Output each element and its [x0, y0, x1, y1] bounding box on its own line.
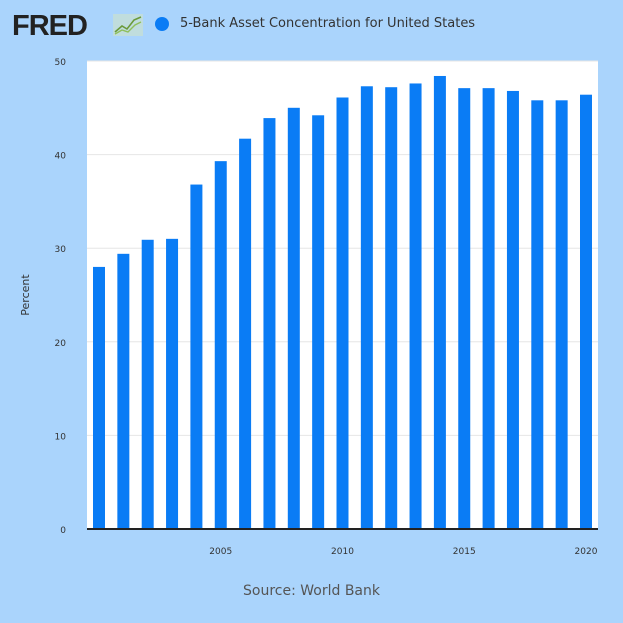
- y-tick-label: 50: [55, 58, 67, 68]
- y-tick-label: 10: [55, 432, 67, 442]
- bar-2006: [239, 138, 252, 530]
- source-note: Source: World Bank: [243, 583, 380, 599]
- y-tick-label: 0: [60, 526, 66, 536]
- bar-2020: [580, 94, 592, 530]
- bar-2016: [482, 88, 495, 530]
- bar-2005: [214, 161, 227, 530]
- legend-marker: [155, 17, 169, 31]
- bar-2013: [409, 83, 422, 530]
- bar-2010: [336, 97, 349, 529]
- bar-2003: [166, 238, 179, 529]
- bar-2004: [190, 184, 203, 529]
- bar-2009: [312, 115, 325, 530]
- y-tick-label: 30: [55, 245, 67, 255]
- fred-logo-graph-icon: [113, 14, 143, 36]
- bar-2002: [141, 239, 154, 529]
- x-tick-label: 2005: [209, 547, 232, 557]
- bar-2014: [433, 75, 446, 529]
- x-tick-label: 2015: [453, 547, 476, 557]
- bar-2017: [506, 90, 519, 530]
- bar-2015: [458, 88, 471, 530]
- x-tick-label: 2010: [331, 547, 354, 557]
- y-tick-label: 20: [55, 339, 67, 349]
- bar-2011: [360, 86, 373, 529]
- bar-2018: [531, 100, 544, 529]
- y-tick-label: 40: [55, 152, 67, 162]
- y-axis-label: Percent: [19, 274, 32, 316]
- fred-logo[interactable]: FRED: [12, 10, 88, 42]
- bar-2000: [93, 266, 105, 529]
- bar-2001: [117, 253, 130, 530]
- bar-2012: [385, 87, 398, 529]
- bar-2008: [287, 107, 300, 530]
- bar-2019: [555, 100, 568, 529]
- legend-label: 5-Bank Asset Concentration for United St…: [180, 16, 476, 31]
- x-tick-label: 2020: [575, 547, 598, 557]
- bar-2007: [263, 118, 276, 529]
